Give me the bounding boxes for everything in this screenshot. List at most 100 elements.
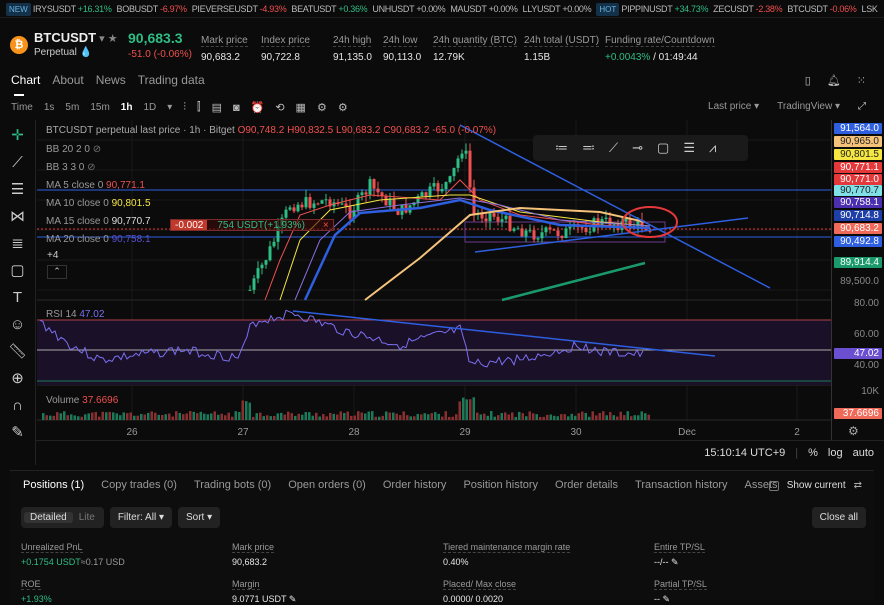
positions-tab[interactable]: Positions (1) (23, 479, 85, 491)
magnet-icon[interactable]: ∩ (12, 397, 23, 414)
positions-tab[interactable]: Order history (382, 479, 447, 491)
ticker-item[interactable]: NEW IRYSUSDT +16.31% (6, 2, 112, 16)
channel-icon[interactable]: ≕ (582, 140, 595, 155)
positions-tab[interactable]: Position history (463, 479, 539, 491)
orderbook-icon[interactable]: ▯ (804, 75, 811, 87)
detailed-view-button[interactable]: Detailed (24, 512, 73, 523)
rect-icon[interactable]: ▢ (657, 140, 670, 155)
templates-icon[interactable]: ▤ (211, 102, 222, 114)
fib-tool-icon[interactable]: ≔ (555, 140, 568, 155)
swap-icon[interactable]: ⇄ (853, 480, 862, 491)
trendline-icon[interactable]: ⟋ (12, 154, 23, 171)
path-icon[interactable]: ⩘ (708, 140, 717, 155)
price-label: 90,770.7 (834, 185, 882, 196)
axis-settings-icon[interactable]: ⚙ (848, 424, 859, 438)
sort-dropdown[interactable]: Sort ▾ (177, 507, 221, 528)
ruler-icon[interactable]: 📏︎ (7, 343, 28, 360)
filter-dropdown[interactable]: Filter: All ▾ (109, 507, 172, 528)
ticker-item[interactable]: BOBUSDT -6.97% (117, 4, 187, 14)
close-all-button[interactable]: Close all (811, 507, 866, 528)
undo-icon[interactable]: ⟲ (275, 102, 285, 114)
tab-chart[interactable]: Chart (11, 73, 41, 96)
positions-tab[interactable]: Order details (555, 479, 619, 491)
ticker-item[interactable]: BTCUSDT -0.06% (787, 4, 856, 14)
settings-icon[interactable]: ⚙ (316, 102, 327, 114)
indicators-icon[interactable]: ⫶ (183, 101, 187, 113)
ticker-item[interactable]: PIEVERSEUSDT -4.93% (192, 4, 287, 14)
close-position-x[interactable]: × (322, 220, 329, 231)
alarm-icon[interactable]: ⏰ (250, 102, 265, 114)
interval-15m[interactable]: 15m (90, 102, 110, 113)
more-indicators[interactable]: +4 (47, 250, 59, 261)
volume-bar (448, 416, 451, 420)
interval-Time[interactable]: Time (11, 102, 33, 113)
text-icon[interactable]: T (12, 289, 23, 306)
ohlc-low: L90,683.2 (336, 125, 381, 136)
ray-icon[interactable]: ⊸ (632, 140, 644, 155)
rectangle-icon[interactable]: ▢ (10, 262, 25, 279)
ticker-item[interactable]: UNHUSDT +0.00% (372, 4, 445, 14)
position-field: Partial TP/SL -- ✎ (654, 579, 707, 604)
indicator-row[interactable]: MA 15 close 0 90,770.7 (46, 213, 151, 231)
candle-body (292, 207, 296, 212)
tab-trading-data[interactable]: Trading data (137, 73, 205, 87)
auto-toggle[interactable]: auto (852, 447, 874, 459)
indicator-row[interactable]: MA 20 close 0 90,758.1 (46, 231, 151, 249)
log-toggle[interactable]: log (827, 447, 843, 459)
positions-tab[interactable]: Transaction history (635, 479, 728, 491)
indicator-name: MA 5 close 0 (46, 180, 104, 191)
ticker-item[interactable]: MAUSDT +0.00% (450, 4, 518, 14)
chart-view-select[interactable]: TradingView ▾ (777, 101, 840, 112)
ticker-item[interactable]: ZECUSDT -2.38% (713, 4, 782, 14)
pattern-icon[interactable]: ⋈ (10, 208, 25, 225)
fullscreen-icon[interactable]: ⤢ (858, 101, 866, 112)
indicator-row[interactable]: BB 3 3 0 ⊘ (46, 159, 151, 177)
fib-icon[interactable]: ≣ (11, 235, 24, 252)
emoji-icon[interactable]: ☺ (9, 316, 26, 333)
calendar-icon[interactable]: ▦ (295, 102, 306, 114)
interval-1D[interactable]: 1D (143, 102, 157, 113)
ticker-item[interactable]: HOT PIPPINUSDT +34.73% (596, 2, 708, 16)
candle-body (584, 227, 588, 233)
tab-about[interactable]: About (52, 73, 84, 87)
gear-icon[interactable]: ⚙ (337, 102, 348, 114)
indicator-row[interactable]: MA 10 close 0 90,801.5 (46, 195, 151, 213)
horizontal-lines-icon[interactable]: ☰ (10, 181, 25, 198)
indicator-row[interactable]: BB 20 2 0 ⊘ (46, 141, 151, 159)
layout-icon[interactable]: ⁙ (856, 75, 866, 87)
lock-draw-icon[interactable]: ✎ (11, 424, 24, 441)
price-chart[interactable]: 26 27 28 29 30 Dec 2 (37, 120, 831, 440)
lines-icon[interactable]: ☰ (683, 140, 695, 155)
ticker-item[interactable]: LSK (862, 4, 878, 14)
positions-tab[interactable]: Open orders (0) (288, 479, 366, 491)
ticker-item[interactable]: BEATUSDT +0.36% (291, 4, 367, 14)
volume-bar (346, 411, 349, 420)
ticker-item[interactable]: LLYUSDT +0.00% (523, 4, 592, 14)
hidden-eye-icon[interactable]: ⊘ (87, 162, 96, 173)
interval-1s[interactable]: 1s (43, 102, 55, 113)
volume-bar (598, 413, 601, 420)
interval-5m[interactable]: 5m (65, 102, 80, 113)
tab-news[interactable]: News (95, 73, 126, 87)
positions-tab[interactable]: Trading bots (0) (193, 479, 272, 491)
zoom-in-icon[interactable]: ⊕ (11, 370, 24, 387)
price-axis[interactable]: 91,564.0 90,965.0 90,801.5 90,771.1 90,771.0… (831, 120, 884, 440)
candle-type-icon[interactable]: ⫿ (197, 101, 201, 113)
alert-icon[interactable]: 🔔︎ (826, 75, 841, 87)
interval-dropdown-icon[interactable]: ▾ (167, 102, 173, 113)
price-type-select[interactable]: Last price ▾ (708, 101, 760, 112)
percent-toggle[interactable]: % (808, 447, 818, 459)
line-icon[interactable]: ⟋ (609, 140, 619, 155)
collapse-legend-button[interactable]: ⌃ (47, 265, 67, 279)
indicator-row[interactable]: MA 5 close 0 90,771.1 (46, 177, 151, 195)
interval-1h[interactable]: 1h (120, 102, 133, 113)
hidden-eye-icon[interactable]: ⊘ (92, 144, 102, 155)
symbol-selector[interactable]: BTCUSDT ▾ ★ Perpetual 💧 (34, 30, 118, 58)
screenshot-icon[interactable]: ◙ (232, 101, 240, 114)
positions-tab[interactable]: Copy trades (0) (101, 479, 177, 491)
position-tag[interactable]: -0.002 754 USDT(+1.93%) × (170, 219, 334, 231)
show-current-checkbox[interactable] (768, 480, 779, 491)
crosshair-icon[interactable]: ✛ (11, 127, 24, 144)
lite-view-button[interactable]: Lite (78, 512, 95, 523)
volume-bar (343, 413, 346, 420)
